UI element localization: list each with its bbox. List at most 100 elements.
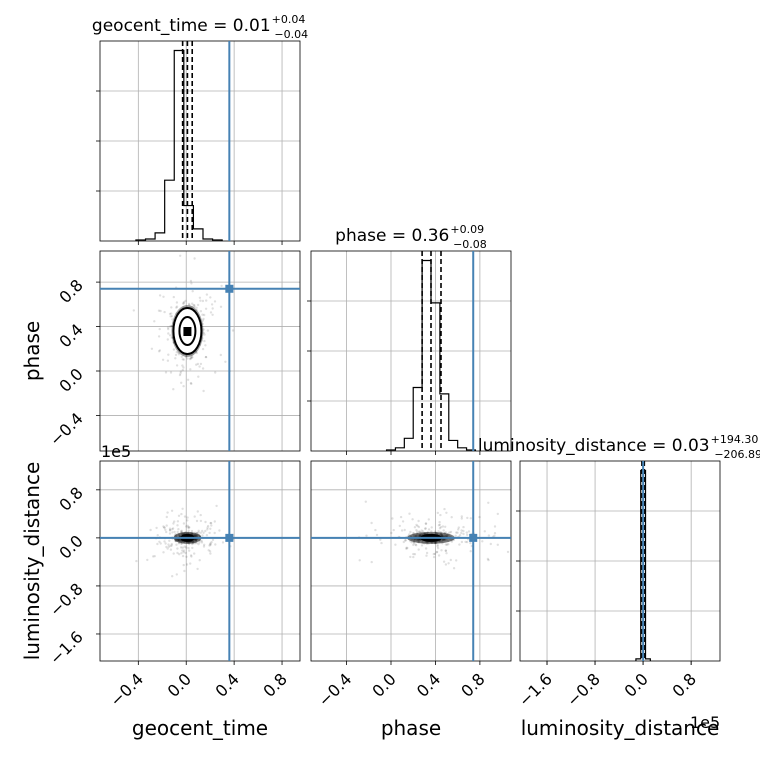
sample-point (184, 551, 187, 555)
sample-point (169, 315, 172, 318)
sample-point (186, 357, 189, 360)
sample-point (162, 525, 165, 528)
sample-point (166, 511, 169, 514)
sample-point (418, 530, 421, 533)
sample-point (199, 519, 203, 523)
sample-point (170, 544, 173, 547)
sample-point (204, 355, 208, 359)
xtick-label-geocent-time-0: −0.4 (106, 669, 147, 710)
sample-point (200, 541, 204, 544)
sample-point (162, 295, 165, 298)
sample-point (187, 525, 190, 529)
sample-point (173, 520, 176, 523)
sample-point (457, 526, 460, 529)
sample-point (202, 389, 205, 393)
panel-phase-vs-geocent-time (99, 250, 301, 452)
sample-point (442, 529, 445, 532)
panel-geocent-time-histogram: geocent_time = 0.01+0.04 −0.04 (92, 13, 308, 242)
sample-point (432, 552, 435, 556)
sample-point (413, 526, 417, 529)
sample-point (444, 549, 448, 552)
ytick-label-phase-3: 0.8 (55, 276, 86, 307)
sample-point (462, 525, 465, 529)
sample-point (183, 569, 186, 573)
sample-point (171, 318, 174, 321)
sample-point (169, 371, 173, 374)
sample-point (182, 563, 185, 567)
sample-point (179, 254, 182, 257)
xtick-label-phase-2: 0.4 (413, 669, 444, 700)
sample-point (224, 360, 227, 363)
sample-point (444, 531, 447, 534)
sample-point (203, 543, 206, 546)
sample-point (156, 542, 159, 546)
sample-point (402, 540, 405, 544)
sample-point (462, 529, 465, 533)
sample-point (460, 531, 463, 535)
sample-point (181, 368, 184, 372)
sample-point (157, 350, 161, 353)
sample-point (182, 551, 185, 554)
sample-point (172, 552, 175, 555)
sample-point (406, 546, 409, 550)
sample-point (149, 528, 152, 532)
sample-point (436, 547, 440, 550)
sample-point (158, 294, 162, 297)
sample-point (391, 517, 394, 520)
sample-point (201, 322, 204, 326)
sample-point (167, 353, 170, 356)
sample-point (213, 520, 216, 523)
sample-point (215, 504, 218, 508)
sample-point (159, 542, 162, 545)
sample-point (192, 303, 195, 307)
sample-point (182, 302, 185, 305)
sample-point (194, 351, 198, 354)
sample-point (163, 526, 166, 529)
sample-point (447, 543, 450, 546)
xtick-label-geocent-time-2: 0.4 (212, 669, 243, 700)
sample-point (415, 523, 418, 527)
sample-point (425, 554, 428, 557)
sample-point (197, 543, 200, 546)
sample-point (375, 533, 379, 537)
grid-luminosity-distance-vs-geocent-time (100, 461, 300, 661)
sample-point (435, 550, 439, 554)
sample-point (177, 351, 180, 355)
sample-point (169, 325, 172, 328)
sample-point (409, 555, 412, 559)
sample-point (420, 529, 423, 532)
sample-point (185, 555, 188, 558)
sample-point (206, 329, 210, 332)
xtick-label-luminosity-distance-1: −0.8 (563, 669, 604, 710)
sample-point (211, 307, 214, 310)
sample-point (201, 299, 205, 303)
sample-point (462, 532, 465, 536)
sample-point (170, 509, 174, 512)
sample-point (465, 540, 469, 544)
sample-point (156, 534, 159, 537)
sample-point (171, 527, 175, 530)
sample-point (202, 331, 205, 335)
sample-point (496, 543, 499, 546)
sample-point (379, 538, 382, 541)
grid-phase-histogram (311, 251, 511, 451)
sample-point (424, 547, 428, 550)
sample-point (182, 300, 186, 304)
sample-point (394, 543, 397, 546)
sample-point (183, 545, 186, 548)
sample-point (181, 546, 184, 549)
sample-point (132, 309, 135, 312)
sample-point (206, 526, 209, 529)
sample-point (487, 558, 490, 562)
sample-point (165, 545, 168, 549)
sample-point (191, 546, 194, 550)
sample-point (176, 551, 179, 555)
sample-point (175, 573, 178, 576)
sample-point (415, 544, 418, 547)
xtick-label-phase-3: 0.8 (457, 669, 488, 700)
sample-point (370, 560, 373, 564)
sample-point (172, 348, 176, 351)
sample-point (195, 351, 198, 355)
sample-point (182, 385, 185, 388)
ytick-label-phase-1: 0.0 (55, 364, 86, 395)
